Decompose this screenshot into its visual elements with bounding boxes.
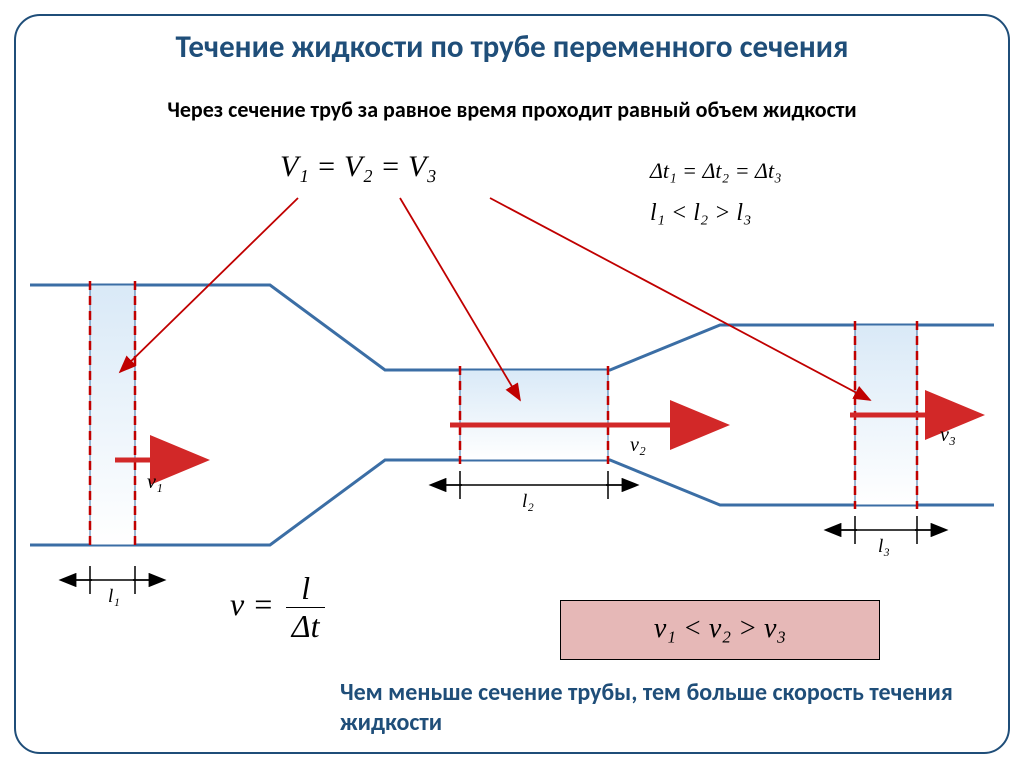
equation-volumes: V₁ = V₂ = V₃: [280, 150, 437, 184]
equation-l-rel: l₁ < l₂ > l₃: [650, 200, 751, 227]
eq-vdef-lhs: v =: [230, 586, 274, 622]
page-title: Течение жидкости по трубе переменного се…: [0, 28, 1024, 66]
conclusion-text: Чем меньше сечение трубы, тем больше ско…: [340, 678, 980, 738]
page-subtitle: Через сечение труб за равное время прохо…: [0, 96, 1024, 123]
eq-vdef-num: l: [286, 570, 326, 608]
equation-dt: Δt₁ = Δt₂ = Δt₃: [650, 158, 782, 184]
equation-v-def: v = l Δt: [230, 570, 329, 645]
equation-v-rel-box: v₁ < v₂ > v₃: [560, 600, 880, 660]
eq-vdef-den: Δt: [286, 608, 326, 645]
